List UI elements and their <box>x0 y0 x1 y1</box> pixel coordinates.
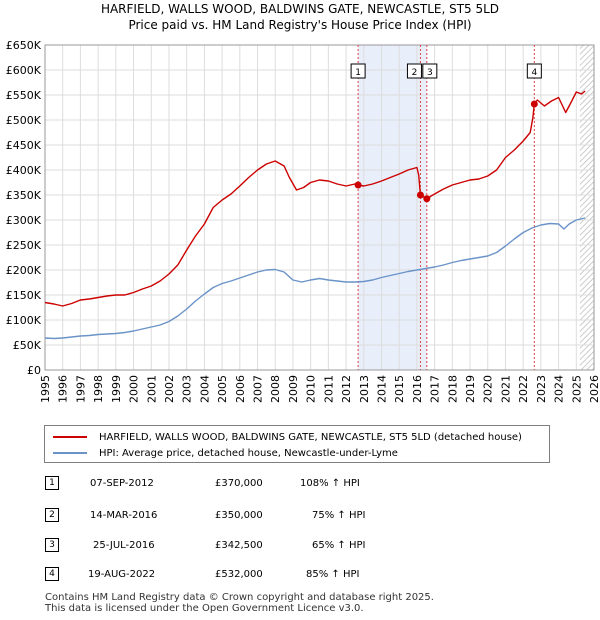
legend-item-property: HARFIELD, WALLS WOOD, BALDWINS GATE, NEW… <box>53 429 522 445</box>
y-tick-label: £450K <box>6 139 42 152</box>
x-tick-label: 2016 <box>411 375 424 403</box>
y-tick-label: £500K <box>6 114 42 127</box>
transaction-badge: 4 <box>45 567 59 581</box>
y-tick-label: £300K <box>6 214 42 227</box>
x-tick-label: 1998 <box>92 375 105 403</box>
y-tick-label: £100K <box>6 314 42 327</box>
transaction-label-number: 1 <box>355 68 361 78</box>
x-tick-label: 2010 <box>305 375 318 403</box>
transaction-hpi: 75% ↑ HPI <box>312 510 366 521</box>
x-tick-label: 2012 <box>340 375 353 403</box>
transaction-marker <box>423 195 431 203</box>
price-chart: £0 £50K £100K £150K £200K £250K £300K £350K £400… <box>6 39 600 403</box>
footer-license: This data is licensed under the Open Gov… <box>45 603 364 614</box>
transaction-marker <box>416 191 424 199</box>
x-tick-label: 2008 <box>269 375 282 403</box>
y-tick-label: £600K <box>6 64 42 77</box>
transaction-label-box <box>406 63 422 79</box>
y-tick-label: £400K <box>6 164 42 177</box>
y-tick-label: £550K <box>6 89 42 102</box>
x-tick-label: 2013 <box>358 375 371 403</box>
legend: HARFIELD, WALLS WOOD, BALDWINS GATE, NEW… <box>44 425 550 463</box>
legend-item-hpi: HPI: Average price, detached house, Newc… <box>53 445 398 461</box>
footer-copyright: Contains HM Land Registry data © Crown c… <box>45 592 434 603</box>
transaction-price: £370,000 <box>215 478 263 489</box>
transaction-marker <box>354 181 362 189</box>
x-tick-label: 2003 <box>181 375 194 403</box>
x-tick-label: 2024 <box>553 375 566 403</box>
transaction-date: 14-MAR-2016 <box>90 510 158 521</box>
transaction-price: £532,000 <box>215 569 263 580</box>
transaction-marker <box>530 100 538 108</box>
x-tick-label: 2023 <box>535 375 548 403</box>
transaction-badge: 3 <box>45 538 59 552</box>
x-tick-label: 2018 <box>446 375 459 403</box>
transaction-label-number: 2 <box>412 68 418 78</box>
plot-frame <box>44 44 595 371</box>
chart-title: HARFIELD, WALLS WOOD, BALDWINS GATE, NEW… <box>100 2 500 16</box>
legend-label-hpi: HPI: Average price, detached house, Newc… <box>99 447 398 459</box>
x-tick-label: 2021 <box>499 375 512 403</box>
transaction-label-box <box>350 63 366 79</box>
x-tick-label: 1996 <box>57 375 70 403</box>
transaction-price: £342,500 <box>215 540 263 551</box>
x-tick-label: 2000 <box>128 375 141 403</box>
y-tick-label: £650K <box>6 39 42 52</box>
x-tick-label: 2015 <box>393 375 406 403</box>
y-tick-label: £50K <box>13 339 42 352</box>
transaction-badge: 1 <box>45 476 59 490</box>
x-tick-label: 2014 <box>375 375 388 403</box>
x-tick-label: 2009 <box>287 375 300 403</box>
x-tick-label: 2020 <box>482 375 495 403</box>
transaction-hpi: 65% ↑ HPI <box>312 540 366 551</box>
x-tick-label: 2001 <box>145 375 158 403</box>
x-tick-label: 2007 <box>252 375 265 403</box>
y-tick-label: £250K <box>6 239 42 252</box>
transaction-hpi: 108% ↑ HPI <box>300 478 360 489</box>
chart-subtitle: Price paid vs. HM Land Registry's House … <box>128 18 472 32</box>
transaction-label-box <box>526 63 542 79</box>
legend-swatch-property <box>53 436 87 438</box>
transaction-price: £350,000 <box>215 510 263 521</box>
forecast-hatch <box>579 45 594 370</box>
property-line <box>44 90 586 307</box>
shaded-range <box>358 45 427 370</box>
x-tick-label: 1995 <box>39 375 52 403</box>
x-tick-label: 1997 <box>74 375 87 403</box>
hpi-line <box>44 217 586 340</box>
x-tick-label: 2025 <box>570 375 583 403</box>
plot-area <box>45 45 594 370</box>
x-tick-label: 2011 <box>322 375 335 403</box>
transaction-label-number: 4 <box>531 68 537 78</box>
legend-label-property: HARFIELD, WALLS WOOD, BALDWINS GATE, NEW… <box>99 431 522 443</box>
transaction-label-number: 3 <box>427 68 433 78</box>
y-tick-label: £150K <box>6 289 42 302</box>
y-tick-label: £200K <box>6 264 42 277</box>
transaction-badge: 2 <box>45 508 59 522</box>
x-tick-label: 2004 <box>198 375 211 403</box>
x-tick-label: 1999 <box>110 375 123 403</box>
x-tick-label: 2002 <box>163 375 176 403</box>
x-tick-label: 2026 <box>588 375 600 403</box>
transaction-date: 25-JUL-2016 <box>93 540 155 551</box>
transaction-date: 19-AUG-2022 <box>88 569 156 580</box>
y-tick-label: £350K <box>6 189 42 202</box>
transaction-hpi: 85% ↑ HPI <box>306 569 360 580</box>
x-tick-label: 2005 <box>216 375 229 403</box>
transaction-date: 07-SEP-2012 <box>90 478 154 489</box>
x-tick-label: 2006 <box>234 375 247 403</box>
x-tick-label: 2022 <box>517 375 530 403</box>
legend-swatch-hpi <box>53 452 87 454</box>
x-tick-label: 2017 <box>429 375 442 403</box>
y-tick-label: £0 <box>27 364 41 377</box>
transaction-label-box <box>422 63 438 79</box>
x-tick-label: 2019 <box>464 375 477 403</box>
